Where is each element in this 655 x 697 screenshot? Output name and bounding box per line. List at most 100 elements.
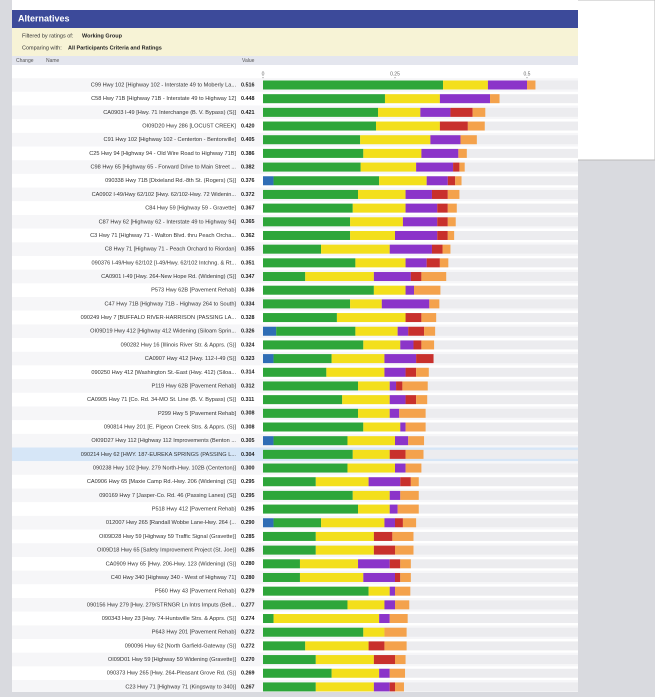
bar-segment: [389, 244, 432, 254]
bar-segment: [405, 203, 438, 213]
bar-segment: [384, 627, 407, 637]
bar-segment: [350, 217, 403, 227]
row-value: 0.372: [241, 192, 255, 198]
row-value: 0.323: [241, 356, 255, 362]
bar-segment: [331, 668, 380, 678]
row-name: C8 Hwy 71 [Highway 71 - Peach Orchard to…: [105, 247, 237, 253]
row-name: CA0907 Hwy 412 [Hwy. 112-I-49 (S)]: [145, 356, 237, 362]
row-value: 0.277: [241, 602, 255, 608]
bar-segment: [321, 518, 385, 528]
bar-segment: [429, 299, 440, 309]
row-value: 0.308: [241, 424, 255, 430]
bar-segment: [384, 641, 407, 651]
row-value: 0.308: [241, 411, 255, 417]
bar-segment: [368, 586, 390, 596]
bar-segment: [460, 135, 477, 145]
bar-segment: [263, 490, 353, 500]
row-name: C25 Hwy 94 [Highway 94 - Old Wire Road t…: [89, 151, 236, 157]
bar-segment: [405, 449, 424, 459]
bar-segment: [400, 477, 411, 487]
bar-segment: [413, 340, 422, 350]
row-name: 090096 Hwy 62 [North Garfield-Gateway (S…: [125, 643, 237, 649]
row-name: 090250 Hwy 412 [Washington St.-East (Hwy…: [91, 370, 236, 376]
row-name: C47 Hwy 71B [Highway 71B - Highway 264 t…: [104, 301, 236, 307]
bar-segment: [352, 449, 390, 459]
bar-segment: [447, 189, 460, 199]
bar-segment: [263, 230, 351, 240]
bar-track: [263, 545, 578, 555]
bar-segment: [263, 614, 274, 624]
row-value: 0.314: [241, 370, 255, 376]
bar-segment: [263, 586, 369, 596]
bar-segment: [455, 176, 462, 186]
bar-segment: [416, 162, 454, 172]
row-name: P518 Hwy 412 [Pavement Rehab]: [152, 507, 237, 513]
bar-segment: [437, 230, 448, 240]
row-name: 090282 Hwy 16 [Illinois River Str. & App…: [121, 342, 237, 348]
bar-segment: [416, 367, 429, 377]
bar-segment: [350, 230, 395, 240]
bar-segment: [263, 463, 348, 473]
bar-segment: [395, 600, 410, 610]
bar-track: [263, 668, 578, 678]
bar-segment: [263, 299, 351, 309]
bar-segment: [355, 258, 406, 268]
bar-segment: [389, 408, 400, 418]
bar-segment: [395, 518, 403, 528]
bar-segment: [405, 189, 432, 199]
bar-segment: [389, 682, 395, 692]
bar-segment: [347, 436, 395, 446]
row-name: C3 Hwy 71 [Highway 71 - Walton Blvd. thr…: [90, 233, 236, 239]
bar-segment: [408, 436, 425, 446]
row-name: 090156 Hwy 279 [Hwy. 279/STRNGR Ln Intrs…: [87, 602, 237, 608]
bar-segment: [405, 367, 417, 377]
bar-segment: [263, 176, 274, 186]
bar-segment: [263, 217, 351, 227]
bar-segment: [263, 148, 364, 158]
filter-area: [12, 28, 578, 56]
bar-segment: [426, 176, 448, 186]
bar-segment: [400, 572, 411, 582]
bar-segment: [263, 518, 274, 528]
bar-track: [263, 586, 578, 596]
bar-segment: [399, 408, 426, 418]
bar-segment: [527, 80, 536, 90]
bar-segment: [263, 272, 306, 282]
x-tick-label: 0.25: [390, 71, 400, 77]
row-value: 0.270: [241, 657, 255, 663]
bar-segment: [405, 258, 427, 268]
bar-segment: [263, 477, 316, 487]
bar-segment: [389, 586, 395, 596]
bar-segment: [358, 381, 390, 391]
bar-segment: [439, 258, 449, 268]
bar-segment: [395, 436, 409, 446]
compare-value: All Participants Criteria and Ratings: [68, 45, 162, 51]
bar-segment: [379, 176, 427, 186]
bar-segment: [424, 326, 436, 336]
row-name: OI09D18 Hwy 65 [Safety Improvement Proje…: [97, 548, 236, 554]
bar-segment: [400, 559, 411, 569]
bar-segment: [389, 614, 408, 624]
row-name: P119 Hwy 62B [Pavement Rehab]: [152, 383, 237, 389]
bar-segment: [263, 655, 316, 665]
bar-segment: [263, 189, 359, 199]
bar-segment: [395, 682, 404, 692]
bar-segment: [315, 477, 369, 487]
bar-segment: [373, 285, 406, 295]
bar-segment: [263, 395, 343, 405]
bar-segment: [273, 614, 380, 624]
bar-segment: [395, 586, 411, 596]
bar-segment: [263, 572, 300, 582]
row-name: C87 Hwy 62 [Highway 62 - Interstate 49 t…: [99, 219, 237, 225]
bar-segment: [379, 668, 390, 678]
row-name: C91 Hwy 102 [Highway 102 - Centerton - B…: [104, 137, 237, 143]
bar-segment: [447, 203, 457, 213]
bar-segment: [263, 94, 385, 104]
row-value: 0.272: [241, 630, 255, 636]
row-value: 0.516: [241, 82, 255, 88]
bar-segment: [373, 655, 395, 665]
row-name: CA0906 Hwy 65 [Maxie Camp Rd.-Hwy. 206 (…: [87, 479, 237, 485]
bar-segment: [414, 285, 441, 295]
row-value: 0.386: [241, 151, 255, 157]
